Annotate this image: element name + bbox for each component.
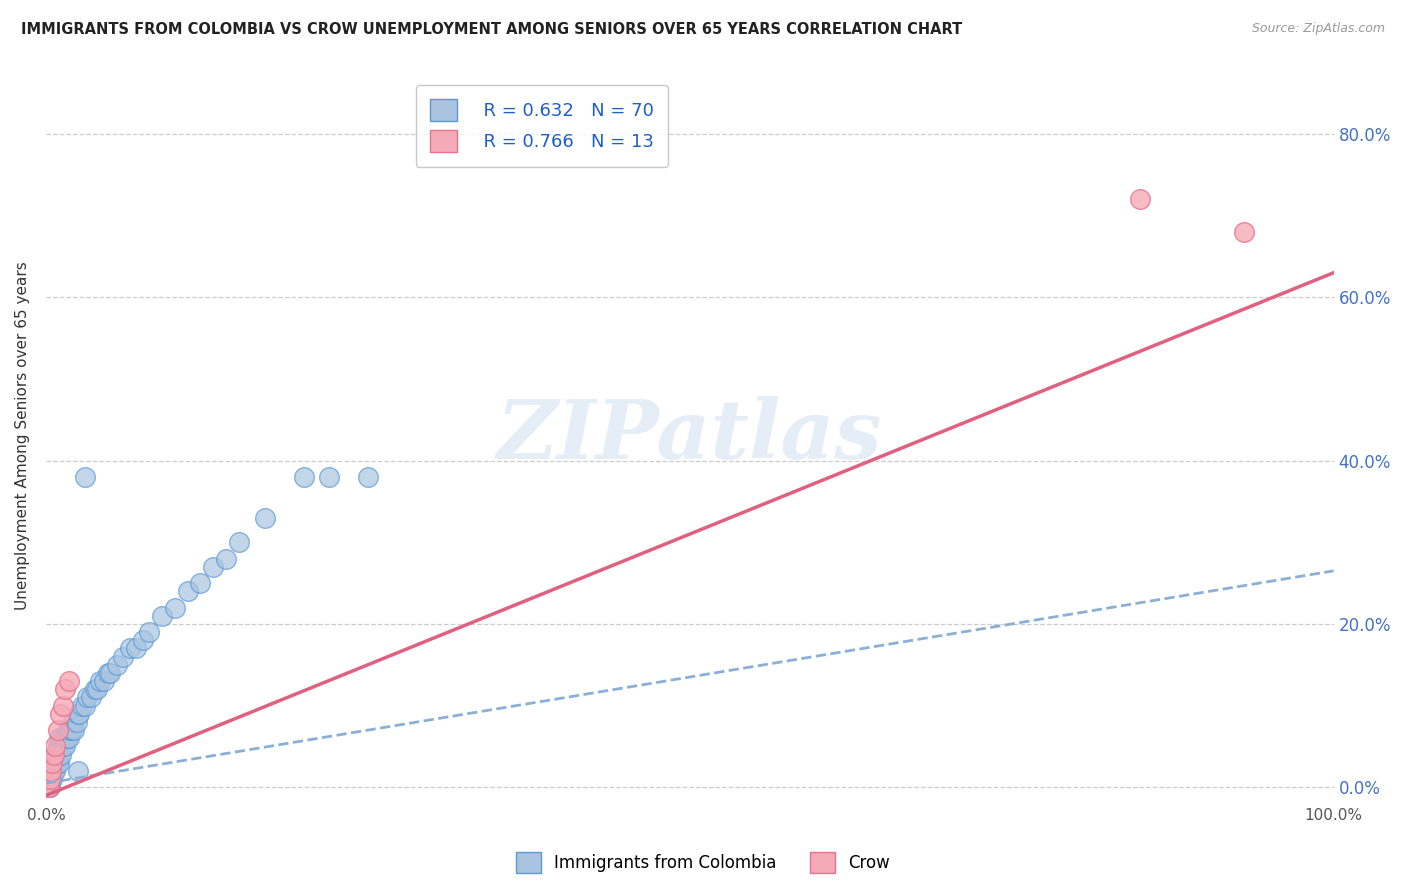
- Point: [38, 780, 60, 795]
- Point: [150, 608, 173, 623]
- Point: [53, 731, 76, 746]
- Point: [44, 739, 66, 754]
- Point: [52, 698, 75, 713]
- Point: [73, 698, 96, 713]
- Point: [58, 731, 80, 746]
- Point: [83, 682, 105, 697]
- Point: [55, 731, 77, 746]
- Point: [48, 731, 70, 746]
- Point: [318, 470, 340, 484]
- Point: [97, 665, 120, 680]
- Point: [37, 780, 59, 795]
- Point: [76, 690, 98, 705]
- Point: [253, 510, 276, 524]
- Legend:   R = 0.632   N = 70,   R = 0.766   N = 13: R = 0.632 N = 70, R = 0.766 N = 13: [416, 85, 668, 167]
- Point: [67, 706, 90, 721]
- Point: [38, 772, 60, 786]
- Point: [80, 690, 103, 705]
- Point: [163, 600, 186, 615]
- Point: [37, 772, 59, 786]
- Legend: Immigrants from Colombia, Crow: Immigrants from Colombia, Crow: [509, 846, 897, 880]
- Point: [48, 747, 70, 762]
- Point: [125, 641, 148, 656]
- Text: IMMIGRANTS FROM COLOMBIA VS CROW UNEMPLOYMENT AMONG SENIORS OVER 65 YEARS CORREL: IMMIGRANTS FROM COLOMBIA VS CROW UNEMPLO…: [21, 22, 962, 37]
- Point: [39, 764, 62, 778]
- Point: [41, 772, 63, 786]
- Point: [357, 470, 380, 484]
- Point: [67, 764, 90, 778]
- Point: [58, 674, 80, 689]
- Point: [86, 682, 108, 697]
- Point: [39, 764, 62, 778]
- Point: [215, 551, 238, 566]
- Point: [228, 535, 250, 549]
- Point: [105, 657, 128, 672]
- Point: [60, 723, 83, 738]
- Point: [63, 723, 86, 738]
- Text: ZIPatlas: ZIPatlas: [498, 396, 883, 476]
- Text: Source: ZipAtlas.com: Source: ZipAtlas.com: [1251, 22, 1385, 36]
- Point: [41, 764, 63, 778]
- Point: [1232, 225, 1254, 239]
- Point: [190, 576, 212, 591]
- Point: [49, 739, 72, 754]
- Point: [42, 764, 65, 778]
- Y-axis label: Unemployment Among Seniors over 65 years: Unemployment Among Seniors over 65 years: [15, 261, 30, 610]
- Point: [44, 747, 66, 762]
- Point: [46, 723, 69, 738]
- Point: [48, 756, 70, 770]
- Point: [38, 764, 60, 778]
- Point: [56, 723, 79, 738]
- Point: [42, 756, 65, 770]
- Point: [93, 674, 115, 689]
- Point: [89, 674, 111, 689]
- Point: [118, 641, 141, 656]
- Point: [41, 756, 63, 770]
- Point: [52, 739, 75, 754]
- Point: [1129, 192, 1152, 206]
- Point: [69, 706, 91, 721]
- Point: [131, 633, 153, 648]
- Point: [53, 739, 76, 754]
- Point: [38, 772, 60, 786]
- Point: [45, 747, 67, 762]
- Point: [51, 747, 73, 762]
- Point: [49, 706, 72, 721]
- Point: [53, 682, 76, 697]
- Point: [46, 756, 69, 770]
- Point: [292, 470, 315, 484]
- Point: [70, 698, 93, 713]
- Point: [44, 764, 66, 778]
- Point: [66, 714, 89, 729]
- Point: [44, 756, 66, 770]
- Point: [41, 756, 63, 770]
- Point: [45, 756, 67, 770]
- Point: [38, 764, 60, 778]
- Point: [202, 559, 225, 574]
- Point: [51, 731, 73, 746]
- Point: [38, 780, 60, 795]
- Point: [176, 584, 198, 599]
- Point: [138, 625, 160, 640]
- Point: [73, 470, 96, 484]
- Point: [39, 756, 62, 770]
- Point: [39, 772, 62, 786]
- Point: [46, 739, 69, 754]
- Point: [62, 714, 84, 729]
- Point: [112, 649, 135, 664]
- Point: [42, 747, 65, 762]
- Point: [38, 772, 60, 786]
- Point: [98, 665, 121, 680]
- Point: [59, 723, 82, 738]
